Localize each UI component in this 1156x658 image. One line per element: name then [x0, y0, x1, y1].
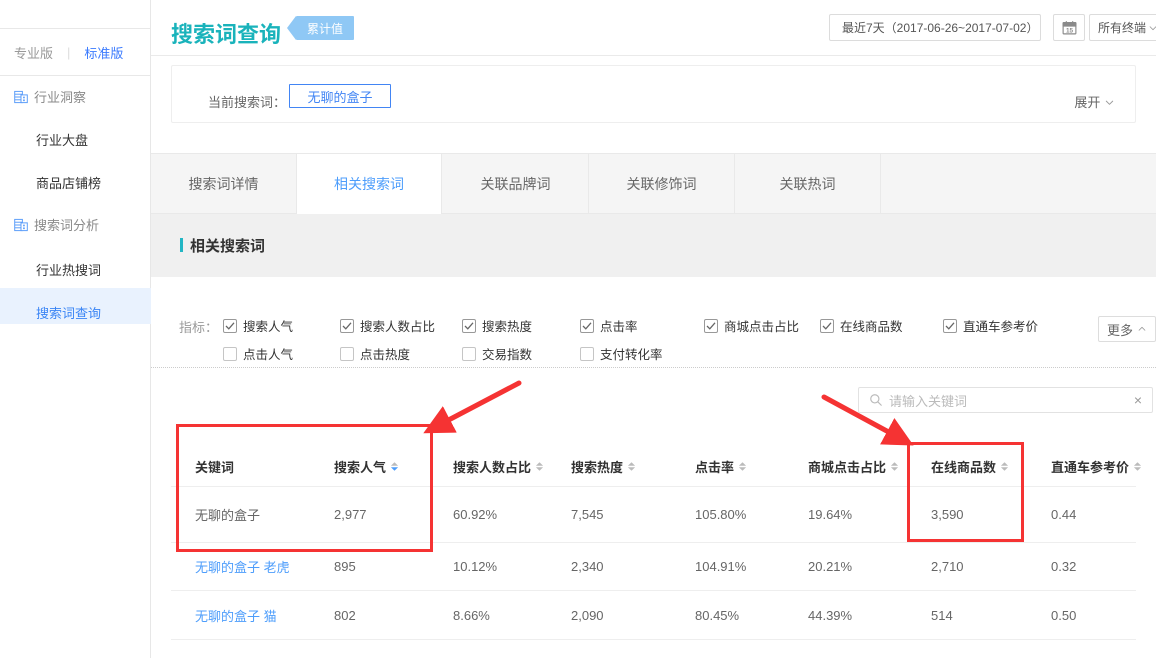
svg-text:15: 15 [1065, 28, 1073, 35]
